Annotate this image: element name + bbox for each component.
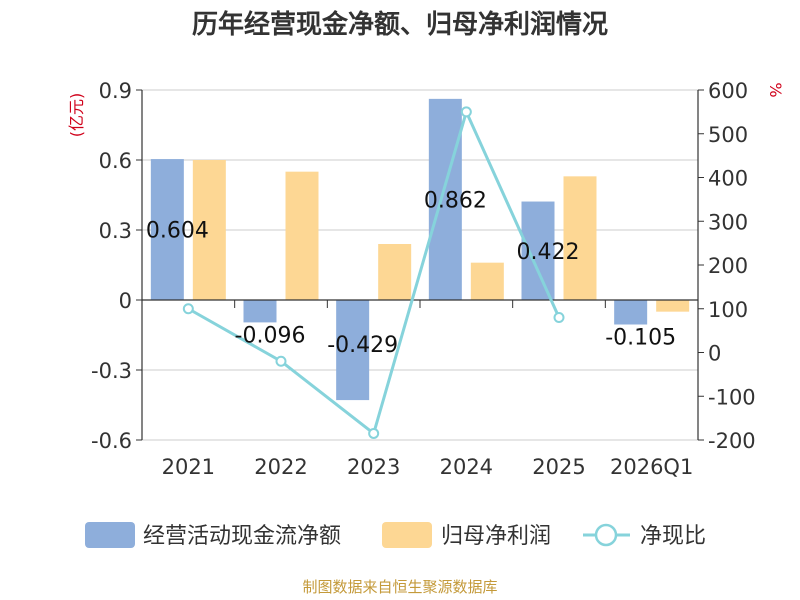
net-profit-bar (285, 171, 319, 300)
ratio-point (182, 303, 194, 315)
cashflow-value-label: -0.429 (327, 333, 398, 358)
y-left-tick-label: -0.3 (91, 359, 132, 383)
cashflow-bar (336, 300, 370, 401)
y-left-tick-label: -0.6 (91, 429, 132, 453)
cashflow-bar (521, 201, 555, 300)
net-profit-bar (470, 262, 504, 300)
x-tick-label: 2021 (162, 455, 215, 479)
legend-swatch-net-profit (382, 522, 432, 548)
y-left-tick-label: 0 (119, 289, 132, 313)
net-profit-bar (192, 160, 226, 300)
cashflow-value-label: -0.105 (605, 326, 676, 351)
y-right-tick-label: 400 (708, 167, 748, 191)
legend-label-ratio: 净现比 (640, 524, 706, 549)
y-right-tick-label: -100 (708, 385, 756, 409)
ratio-point (553, 312, 565, 323)
y-right-unit: % (766, 82, 785, 97)
legend-swatch-cashflow (85, 522, 135, 548)
x-tick-label: 2024 (440, 455, 493, 479)
y-right-tick-label: 100 (708, 298, 748, 322)
x-tick-label: 2025 (532, 455, 585, 479)
legend-label-cashflow: 经营活动现金流净额 (143, 524, 341, 549)
y-left-unit: (亿元) (67, 93, 86, 138)
chart-title: 历年经营现金净额、归母净利润情况 (192, 9, 608, 40)
ratio-point (368, 427, 380, 439)
x-tick-label: 2023 (347, 455, 400, 479)
axes: 0.9 0.6 0.3 0 -0.3 -0.6 600 500 400 300 200 100 0 -10… (91, 79, 756, 479)
x-tick-label: 2026Q1 (610, 455, 693, 479)
cashflow-bar (150, 159, 184, 300)
legend: 经营活动现金流净额 归母净利润 净现比 (85, 522, 706, 549)
y-left-tick-label: 0.3 (99, 219, 132, 243)
cashflow-bar (614, 300, 648, 325)
source-note: 制图数据来自恒生聚源数据库 (302, 578, 497, 596)
y-left-tick-label: 0.6 (99, 149, 132, 173)
legend-marker-ratio (594, 523, 618, 547)
y-right-tick-label: 0 (708, 342, 721, 366)
net-profit-bar (378, 244, 412, 300)
bars (150, 98, 690, 401)
ratio-line (182, 106, 565, 439)
y-right-tick-label: -200 (708, 429, 756, 453)
ratio-point (460, 106, 472, 118)
net-profit-bar (563, 176, 597, 300)
legend-label-net-profit: 归母净利润 (441, 524, 551, 549)
y-left-tick-label: 0.9 (99, 79, 132, 103)
y-right-tick-label: 200 (708, 254, 748, 278)
cashflow-value-label: 0.604 (146, 219, 209, 244)
cashflow-bar (428, 98, 462, 300)
cashflow-bar (243, 300, 277, 323)
net-profit-bar (656, 300, 690, 312)
cashflow-value-label: 0.862 (424, 188, 487, 213)
y-right-tick-label: 600 (708, 79, 748, 103)
data-labels: 0.604 -0.096 -0.429 0.862 0.422 -0.105 (146, 188, 676, 358)
y-right-tick-label: 500 (708, 123, 748, 147)
cashflow-value-label: 0.422 (517, 240, 580, 265)
y-right-tick-label: 300 (708, 210, 748, 234)
x-tick-label: 2022 (254, 455, 307, 479)
cashflow-value-label: -0.096 (235, 323, 306, 348)
ratio-point (275, 355, 287, 367)
